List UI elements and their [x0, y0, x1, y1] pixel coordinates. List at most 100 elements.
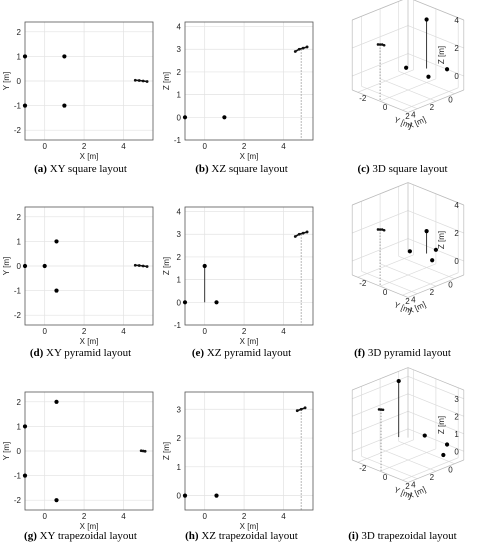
data-point: [54, 288, 59, 293]
z-tick-label: 2: [454, 229, 459, 238]
x-tick-label: 0: [202, 142, 207, 151]
plot-2d-4: 0 2 4 -1 0 1 2 3 4 X [m] Z [m]: [162, 206, 314, 346]
data-point: [214, 493, 219, 498]
y-axis-label: Z [m]: [162, 257, 171, 275]
subfigure-caption: (h) XZ trapezoidal layout: [161, 530, 322, 542]
trajectory-point: [381, 408, 385, 412]
frame-edge: [407, 274, 464, 298]
y-tick-label: 4: [177, 208, 182, 217]
y-tick-label: 0: [17, 447, 22, 456]
y-tick-label: 0: [17, 262, 22, 271]
y-tick-label: 2: [177, 68, 182, 77]
grid-line: [357, 254, 414, 278]
x-tick-label: 2: [82, 327, 87, 336]
x-tick-label: 4: [121, 142, 126, 151]
data-point: [214, 300, 219, 305]
y-tick-label: 0: [17, 77, 22, 86]
trajectory-point: [297, 232, 301, 236]
data-point: [444, 67, 450, 72]
grid-line: [407, 53, 464, 77]
plot-2d-1: 0 2 4 -1 0 1 2 3 4 X [m] Z [m]: [162, 21, 314, 161]
x-tick-label: 4: [411, 296, 416, 305]
data-point: [54, 399, 59, 404]
trajectory-line: [294, 46, 308, 53]
data-point: [54, 498, 59, 503]
subfigure-caption-text: XY pyramid layout: [46, 347, 132, 359]
frame-edge: [407, 182, 464, 206]
subfigure-tag: (a): [34, 163, 47, 175]
grid-line: [407, 376, 464, 400]
x-tick-label: 0: [202, 327, 207, 336]
y-tick-label: 2: [405, 112, 410, 121]
z-tick-label: 2: [454, 44, 459, 53]
trajectory-point: [305, 230, 309, 234]
x-tick-label: 4: [281, 512, 286, 521]
data-point: [62, 54, 67, 59]
grid-line: [357, 439, 414, 463]
x-tick-label: 0: [202, 512, 207, 521]
y-tick-label: 2: [177, 253, 182, 262]
trajectory-line: [294, 231, 308, 238]
x-tick-label: 2: [242, 142, 247, 151]
y-tick-label: 0: [177, 298, 182, 307]
y-tick-label: 0: [383, 103, 388, 112]
frame-edge: [407, 367, 464, 391]
grid-line: [407, 411, 464, 435]
frame-edge: [352, 89, 409, 113]
grid-line: [352, 238, 409, 262]
y-tick-label: 0: [383, 288, 388, 297]
grid-line: [407, 393, 464, 417]
y-tick-label: 3: [177, 405, 182, 414]
grid-line: [352, 25, 409, 49]
x-tick-label: 2: [242, 327, 247, 336]
grid-line: [407, 210, 464, 234]
z-tick-label: 2: [454, 412, 459, 421]
subfigure-caption-text: XY trapezoidal layout: [39, 530, 137, 542]
z-tick-label: 4: [454, 16, 459, 25]
data-point: [182, 300, 188, 305]
subfigure-caption: (c) 3D square layout: [322, 163, 483, 175]
y-axis-label: Y [m]: [2, 442, 11, 461]
subfigure-caption-text: XZ square layout: [211, 163, 288, 175]
x-tick-label: 0: [448, 466, 453, 475]
z-axis-label: Z [m]: [437, 416, 446, 434]
y-tick-label: 0: [177, 113, 182, 122]
trajectory-point: [145, 80, 149, 83]
trajectory-point: [141, 79, 145, 83]
x-tick-label: 0: [42, 142, 47, 151]
frame-edge: [352, 182, 409, 206]
trajectory-point: [137, 264, 141, 267]
trajectory-point: [301, 231, 305, 235]
trajectory-point: [378, 43, 382, 46]
z-axis-label: Z [m]: [437, 231, 446, 249]
data-point: [222, 115, 227, 120]
y-tick-label: -2: [14, 311, 22, 320]
frame-edge: [352, 367, 409, 391]
z-tick-label: 0: [454, 447, 459, 456]
data-point: [22, 424, 28, 429]
subfigure-caption-text: 3D square layout: [372, 163, 448, 175]
subfigure-tag: (h): [185, 530, 199, 542]
axes-box: [184, 21, 314, 141]
subfigure-tag: (c): [357, 163, 370, 175]
x-tick-label: 2: [82, 142, 87, 151]
y-tick-label: -1: [174, 136, 182, 145]
y-tick-label: -1: [174, 321, 182, 330]
y-tick-label: -1: [14, 287, 22, 296]
trajectory-point: [133, 78, 137, 82]
grid-line: [352, 53, 409, 77]
x-axis-label: X [m]: [80, 152, 99, 161]
data-point: [441, 452, 446, 458]
y-tick-label: 4: [177, 23, 182, 32]
y-tick-label: -2: [359, 464, 367, 473]
z-tick-label: 0: [454, 257, 459, 266]
x-tick-label: 2: [430, 103, 435, 112]
trajectory-point: [380, 228, 384, 231]
y-tick-label: -2: [359, 94, 367, 103]
axes-box: [24, 391, 154, 511]
x-tick-label: 4: [281, 142, 286, 151]
trajectory-point: [293, 50, 297, 53]
